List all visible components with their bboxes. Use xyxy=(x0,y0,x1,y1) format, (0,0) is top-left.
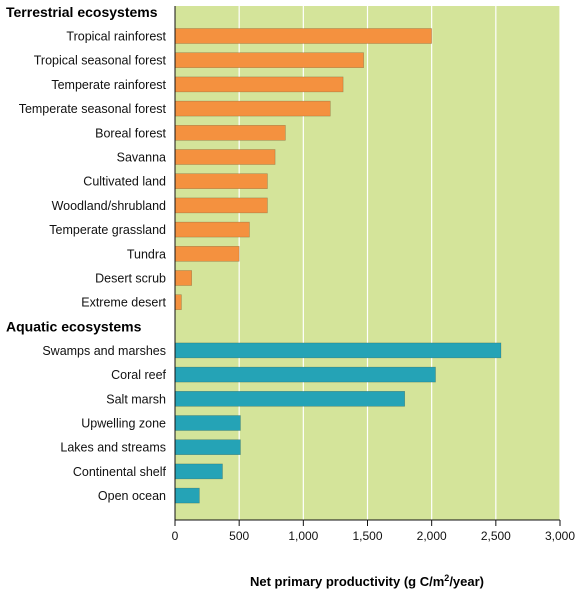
bar-tundra xyxy=(174,246,240,262)
category-label-open-ocean: Open ocean xyxy=(98,489,166,503)
bar-coral-reef xyxy=(174,366,436,383)
bar-temperate-seasonal-forest xyxy=(174,100,331,117)
category-label-desert-scrub: Desert scrub xyxy=(95,272,166,286)
bar-lakes-and-streams xyxy=(174,439,241,456)
x-axis-title: Net primary productivity (g C/m2/year) xyxy=(250,573,484,589)
category-label-extreme-desert: Extreme desert xyxy=(81,296,166,310)
x-axis: 0 500 1,000 1,500 2,000 2,500 3,000 xyxy=(172,6,575,543)
bar-woodland-shrubland xyxy=(174,197,268,214)
bar-temperate-grassland xyxy=(174,221,250,238)
category-label-upwelling-zone: Upwelling zone xyxy=(81,417,166,431)
x-tick-label-1500: 1,500 xyxy=(352,529,382,543)
bar-desert-scrub xyxy=(174,270,192,286)
category-label-savanna: Savanna xyxy=(117,151,166,165)
group-heading-aquatic-ecosystems: Aquatic ecosystems xyxy=(6,318,142,334)
x-tick-label-2000: 2,000 xyxy=(417,529,447,543)
category-label-cultivated-land: Cultivated land xyxy=(83,175,166,189)
category-label-salt-marsh: Salt marsh xyxy=(106,392,166,406)
bar-open-ocean xyxy=(174,487,200,504)
category-label-woodland-shrubland: Woodland/shrubland xyxy=(52,199,166,213)
bar-tropical-rainforest xyxy=(174,28,432,44)
bar-temperate-rainforest xyxy=(174,76,344,93)
category-label-temperate-seasonal-forest: Temperate seasonal forest xyxy=(19,102,167,116)
bar-boreal-forest xyxy=(174,125,286,141)
category-label-coral-reef: Coral reef xyxy=(111,368,166,382)
bar-continental-shelf xyxy=(174,463,223,480)
bar-swamps-and-marshes xyxy=(174,342,502,359)
category-label-lakes-and-streams: Lakes and streams xyxy=(60,441,166,455)
category-label-tropical-seasonal-forest: Tropical seasonal forest xyxy=(34,54,167,68)
bar-upwelling-zone xyxy=(174,415,241,431)
bar-salt-marsh xyxy=(174,390,406,407)
x-tick-label-1000: 1,000 xyxy=(288,529,318,543)
x-tick-label-3000: 3,000 xyxy=(545,529,575,543)
category-label-boreal-forest: Boreal forest xyxy=(95,126,166,140)
x-tick-label-500: 500 xyxy=(229,529,249,543)
category-label-temperate-grassland: Temperate grassland xyxy=(49,223,166,237)
x-tick-label-0: 0 xyxy=(172,529,179,543)
category-label-swamps-and-marshes: Swamps and marshes xyxy=(42,344,166,358)
category-label-tundra: Tundra xyxy=(127,247,166,261)
category-label-continental-shelf: Continental shelf xyxy=(73,465,167,479)
chart-rows: Terrestrial ecosystems Tropical rainfores… xyxy=(6,4,502,504)
bar-savanna xyxy=(174,149,276,165)
category-label-temperate-rainforest: Temperate rainforest xyxy=(51,78,166,92)
category-label-tropical-rainforest: Tropical rainforest xyxy=(66,30,166,44)
bar-cultivated-land xyxy=(174,173,268,189)
bar-extreme-desert xyxy=(174,294,182,311)
x-tick-label-2500: 2,500 xyxy=(481,529,511,543)
group-heading-terrestrial-ecosystems: Terrestrial ecosystems xyxy=(6,4,158,20)
bar-tropical-seasonal-forest xyxy=(174,52,364,69)
